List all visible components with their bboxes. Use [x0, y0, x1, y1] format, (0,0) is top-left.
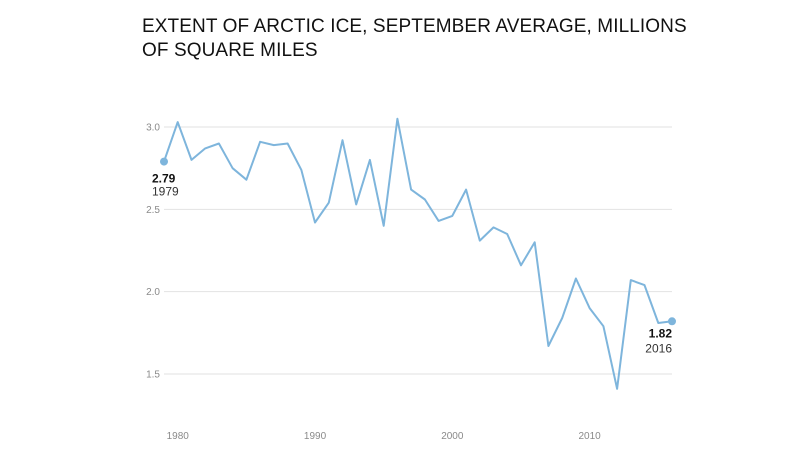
y-tick-label: 1.5: [146, 370, 160, 381]
x-tick-label: 2010: [578, 431, 601, 442]
x-tick-label: 1980: [167, 431, 190, 442]
start-value-label: 2.79: [152, 172, 176, 186]
data-points: [160, 157, 676, 326]
end-value-label: 1.82: [649, 326, 673, 340]
y-tick-label: 3.0: [146, 123, 160, 134]
grid-lines: [164, 126, 672, 375]
series-line: [163, 117, 673, 390]
end-annotations: 2.79 1979 1.82 2016: [152, 172, 672, 356]
x-tick-label: 2000: [441, 431, 464, 442]
x-axis-ticks: 1980 1990 2000 2010: [167, 431, 602, 442]
start-point-marker: [160, 157, 168, 166]
end-year-label: 2016: [645, 341, 672, 355]
y-axis-ticks: 1.5 2.0 2.5 3.0: [146, 123, 160, 381]
y-tick-label: 2.0: [146, 287, 160, 298]
x-tick-label: 1990: [304, 431, 327, 442]
start-year-label: 1979: [152, 185, 179, 199]
end-point-marker: [668, 317, 676, 326]
chart-title: EXTENT OF ARCTIC ICE, SEPTEMBER AVERAGE,…: [142, 16, 687, 61]
y-tick-label: 2.5: [146, 205, 160, 216]
